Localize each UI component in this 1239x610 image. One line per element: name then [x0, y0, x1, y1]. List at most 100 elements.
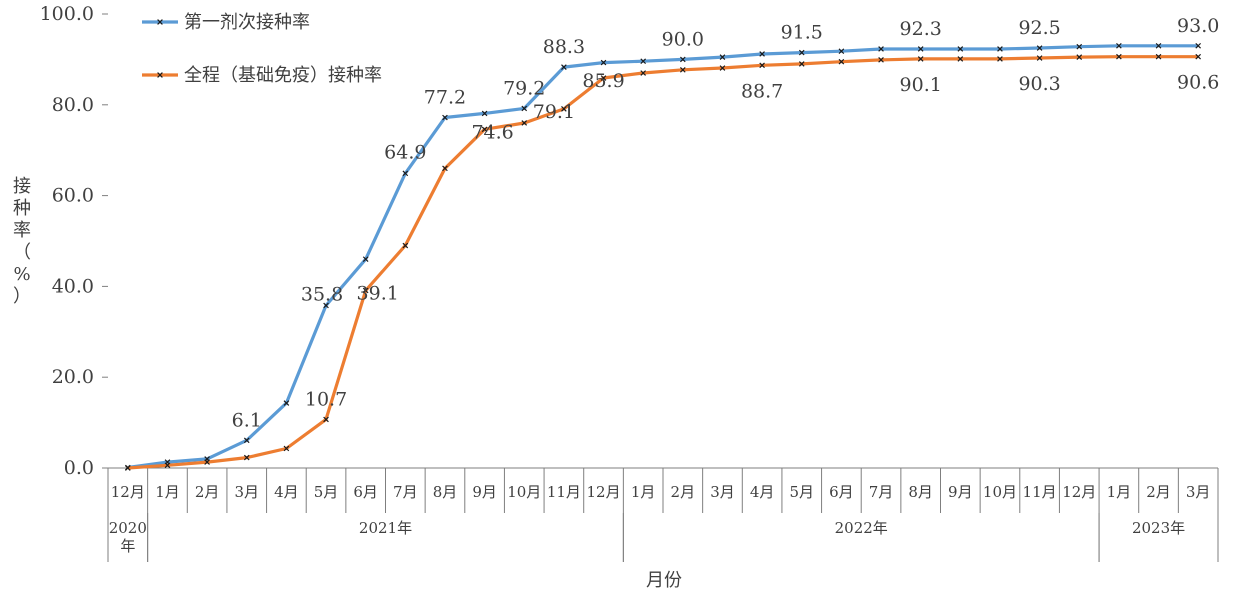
data-point — [997, 46, 1003, 52]
x-tick-label: 9月 — [948, 483, 973, 501]
data-label: 93.0 — [1177, 15, 1219, 37]
data-point — [323, 416, 329, 423]
data-point — [878, 57, 884, 63]
data-point — [561, 106, 567, 112]
year-label: 2021年 — [359, 519, 412, 537]
data-point — [798, 61, 805, 67]
x-axis-title: 月份 — [646, 570, 682, 591]
data-label: 90.3 — [1018, 73, 1060, 95]
y-tick-label: 60.0 — [52, 185, 94, 207]
data-label: 64.9 — [384, 141, 426, 163]
data-point — [442, 165, 448, 172]
series-layer — [124, 42, 1202, 471]
y-tick-label: 20.0 — [52, 366, 94, 388]
data-point — [759, 51, 765, 57]
data-label: 35.8 — [301, 283, 343, 305]
data-point — [878, 46, 884, 52]
data-point — [481, 110, 488, 117]
x-tick-label: 4月 — [750, 483, 775, 501]
data-point — [402, 170, 409, 177]
x-tick-label: 1月 — [631, 483, 656, 501]
legend-label: 全程（基础免疫）接种率 — [184, 65, 382, 86]
x-tick-label: 9月 — [472, 483, 497, 501]
data-point — [442, 114, 448, 121]
data-label: 90.0 — [662, 28, 704, 50]
data-point — [1036, 45, 1043, 51]
data-point — [600, 75, 607, 81]
x-tick-label: 3月 — [1186, 483, 1211, 501]
data-label: 79.1 — [533, 101, 575, 123]
year-label: 2022年 — [835, 519, 888, 537]
x-tick-label: 6月 — [353, 483, 378, 501]
data-point — [719, 54, 726, 60]
data-point — [1155, 53, 1162, 60]
x-tick-label: 5月 — [314, 483, 339, 501]
data-label: 90.6 — [1177, 72, 1219, 94]
x-tick-label: 12月 — [1062, 483, 1096, 501]
x-tick-label: 8月 — [908, 483, 933, 501]
x-tick-label: 11月 — [1023, 483, 1057, 501]
x-tick-label: 6月 — [829, 483, 854, 501]
chart-axes: 0.0 20.0 40.0 60.0 80.0 100.0 12月 1月 2月 3月 4月 5月 6月 7… — [40, 3, 1219, 562]
series-line-1 — [127, 44, 1199, 470]
data-point — [838, 58, 845, 65]
data-point — [124, 465, 131, 471]
x-tick-label: 12月 — [586, 483, 620, 501]
data-label: 90.1 — [900, 74, 942, 96]
data-point — [917, 56, 924, 62]
y-tick-label: 100.0 — [40, 3, 94, 25]
data-point — [481, 126, 488, 133]
data-point — [283, 445, 290, 452]
data-point — [561, 64, 567, 70]
legend-label: 第一剂次接种率 — [184, 12, 310, 33]
data-point — [1116, 53, 1122, 60]
x-tick-label: 4月 — [274, 483, 299, 501]
x-tick-label: 11月 — [547, 483, 581, 501]
legend-marker — [157, 19, 163, 25]
data-point — [957, 56, 964, 62]
data-point — [1195, 42, 1202, 49]
x-tick-label: 3月 — [234, 483, 259, 501]
data-point — [1155, 42, 1162, 49]
data-point — [164, 462, 171, 469]
data-point — [798, 49, 805, 56]
data-point — [362, 287, 369, 294]
data-label: 92.3 — [900, 18, 942, 40]
x-tick-label: 8月 — [433, 483, 458, 501]
data-point — [957, 46, 964, 52]
data-label: 10.7 — [305, 388, 347, 410]
data-point — [640, 58, 647, 65]
x-tick-label: 1月 — [155, 483, 180, 501]
data-point — [640, 70, 647, 76]
x-tick-label: 1月 — [1107, 483, 1132, 501]
y-axis-title-text: 接种率（%） — [13, 176, 31, 307]
legend-marker — [157, 72, 163, 78]
x-tick-label: 7月 — [869, 483, 894, 501]
x-tick-label: 7月 — [393, 483, 418, 501]
data-point — [679, 67, 686, 73]
data-label: 6.1 — [232, 409, 262, 431]
data-point — [521, 120, 528, 126]
data-point — [1195, 53, 1202, 60]
x-tick-label: 12月 — [111, 483, 145, 501]
x-tick-label: 2月 — [671, 483, 696, 501]
data-point — [283, 400, 290, 406]
data-label: 85.9 — [582, 70, 624, 92]
data-point — [323, 302, 329, 309]
data-point — [1076, 43, 1083, 50]
data-point — [362, 256, 369, 262]
series-line-2 — [127, 55, 1199, 470]
data-point — [997, 56, 1003, 62]
y-tick-label: 0.0 — [64, 457, 94, 479]
x-tick-label: 5月 — [789, 483, 814, 501]
data-label: 79.2 — [503, 77, 545, 99]
data-point — [917, 46, 924, 52]
data-label-layer: 6.1 35.8 64.9 77.2 79.2 88.3 90.0 91.5 92.3 92.5 9… — [232, 15, 1220, 432]
data-label: 88.3 — [543, 36, 585, 58]
data-point — [243, 437, 250, 444]
data-point — [600, 59, 607, 66]
data-label: 88.7 — [741, 80, 783, 102]
data-label: 92.5 — [1018, 17, 1060, 39]
